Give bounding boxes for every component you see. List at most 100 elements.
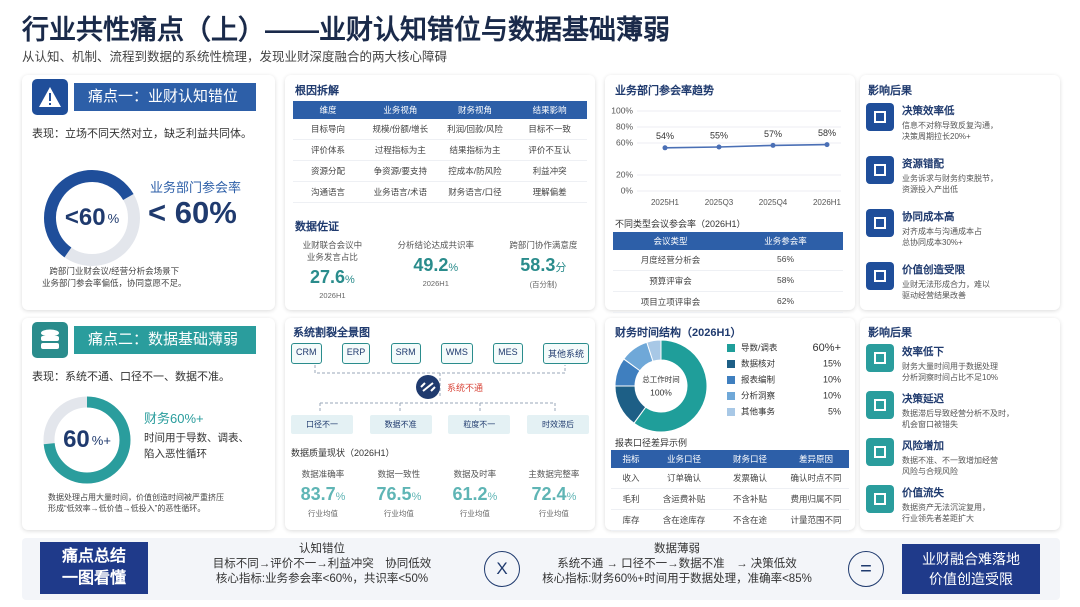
metric: 数据一致性 76.5% 行业均值 <box>377 468 422 519</box>
metric: 分析结论达成共识率 49.2% 2026H1 <box>397 239 474 300</box>
chain: 目标不同→评价不一→利益冲突 <box>212 558 374 570</box>
header-cell: 财务口径 <box>717 450 783 468</box>
donut-chart: 导数/调表 60%+ 数据核对 15% 报表编制 10% 分析洞察 10% 其他事务 5% 总工作时… <box>614 339 841 433</box>
value: 76.5 <box>376 484 412 504</box>
line-chart: 0% 20% 60% 80% 100% 2025H1 54% 2025Q3 55% 2025Q4 5… <box>611 105 842 207</box>
legend-swatch <box>727 392 735 400</box>
unit: % <box>345 274 355 286</box>
table-cell: 月度经营分析会 <box>613 250 728 271</box>
pain-note: 跨部门业财会议/经营分析会场景下 业务部门参会率偏低，协同意愿不足。 <box>42 266 187 288</box>
gauge-unit: %+ <box>91 432 111 448</box>
system-box: SRM <box>390 343 421 364</box>
gauge-unit: % <box>107 210 120 226</box>
summary-label: 痛点总结 一图看懂 <box>40 542 148 594</box>
impact-desc: 数据滞后导致经营分析不及时， 机会窗口被错失 <box>902 409 1014 429</box>
impact-title: 资源错配 <box>902 158 944 170</box>
table-cell: 业务语言/术语 <box>363 182 438 203</box>
chart-title: 业务部门参会率趋势 <box>615 85 714 97</box>
section-title: 数据佐证 <box>295 221 339 233</box>
value: 83.7 <box>300 484 336 504</box>
table-cell: 收入 <box>611 468 651 489</box>
impact-icon <box>866 485 894 513</box>
x-tick-label: 2026H1 <box>813 198 842 207</box>
value-label: 10% <box>823 374 841 384</box>
table-cell: 目标不一致 <box>512 119 587 140</box>
icon <box>874 352 886 364</box>
impact-desc: 数据不准、不一致增加经营 风险与合规风险 <box>902 456 998 476</box>
impact-desc: 财务大量时间用于数据处理 分析洞察时间占比不足10% <box>902 362 999 382</box>
table-cell: 控成本/防风险 <box>437 161 513 182</box>
system-box: WMS <box>440 343 473 364</box>
impact-item: 风险增加数据不准、不一致增加经营 风险与合规风险 <box>866 438 1056 477</box>
equals: = <box>848 551 884 587</box>
gauge-label: <60% <box>32 163 152 273</box>
metric-value: 27.6% <box>303 267 363 288</box>
table-title: 报表口径差异示例 <box>615 438 688 448</box>
unit: 分 <box>555 262 567 274</box>
legend-swatch <box>727 408 735 416</box>
legend-swatch <box>727 344 735 352</box>
section-title: 根因拆解 <box>295 85 339 97</box>
value-label: 15% <box>823 358 841 368</box>
section-title: 影响后果 <box>868 327 912 339</box>
table-cell: 利益冲突 <box>512 161 587 182</box>
value-label: 58% <box>818 128 836 138</box>
metric-note: (百分制) <box>529 280 558 289</box>
icon-shape <box>874 164 886 176</box>
header-cell: 业务参会率 <box>728 232 843 250</box>
icon-shape <box>874 352 886 364</box>
page-subtitle: 从认知、机制、流程到数据的系统性梳理，发现业财深度融合的两大核心障碍 <box>22 50 448 64</box>
unit: % <box>487 491 498 503</box>
impact-title: 风险增加 <box>902 440 944 452</box>
impact-title: 协同成本高 <box>902 211 955 223</box>
table: 指标 业务口径 财务口径 差异原因 收入 订单确认 发票确认 确认时点不同 毛利 含运费补贴 不含补… <box>611 450 849 531</box>
metric-label: 跨部门协作满意度 <box>509 240 578 250</box>
value: 72.4 <box>531 484 567 504</box>
unit: % <box>448 262 459 274</box>
icon <box>874 399 886 411</box>
value-label: 54% <box>656 131 674 141</box>
table-cell: 利润/回款/风险 <box>437 119 513 140</box>
chain: 系统不通 → 口径不一→数据不准 <box>557 558 725 570</box>
table-cell: 理解偏差 <box>512 182 587 203</box>
problem-box: 数据不准 <box>369 415 432 434</box>
value-label: 60%+ <box>813 342 841 354</box>
metric-value: < 60% <box>148 195 237 230</box>
impact-item: 资源错配 业务诉求与财务约束脱节， 资源投入产出低 <box>866 156 1056 195</box>
problem-list: 口径不一 数据不准 粒度不一 时效滞后 <box>291 415 589 434</box>
system-list: CRM ERP SRM WMS MES 其他系统 <box>291 343 589 364</box>
impact-title: 决策效率低 <box>902 105 955 117</box>
metric: 跨部门协作满意度 58.3分 (百分制) <box>509 239 577 300</box>
header-cell: 业务视角 <box>363 101 438 119</box>
legend-label: 导数/调表 <box>741 342 778 352</box>
icon-shape <box>874 446 886 458</box>
summary-metric: 核心指标:业务参会率<60%，共识率<50% <box>215 573 429 585</box>
table-cell: 预算评审会 <box>613 271 728 292</box>
pain-title: 痛点一：业财认知错位 <box>74 83 256 111</box>
value: 49.2 <box>413 255 449 275</box>
table-cell: 含运费补贴 <box>651 489 717 510</box>
header-cell: 差异原因 <box>783 450 849 468</box>
summary-chain: 系统不通 → 口径不一→数据不准 → 决策低效 <box>527 557 827 572</box>
legend-label: 报表编制 <box>741 374 775 384</box>
summary-metric: 核心指标:财务60%+时间用于数据处理，准确率<85% <box>542 573 812 585</box>
gauge-label: 60 %+ <box>32 390 142 490</box>
value-label: 5% <box>828 406 841 416</box>
value-label: 10% <box>823 390 841 400</box>
table-cell: 争资源/要支持 <box>363 161 438 182</box>
chart-title: 财务时间结构（2026H1） <box>615 327 742 339</box>
chain-tail: → 决策低效 <box>736 558 797 570</box>
table-cell: 目标导向 <box>293 119 363 140</box>
impact-title: 价值创造受限 <box>902 264 965 276</box>
impact-item: 协同成本高 对齐成本与沟通成本占 总协同成本30%+ <box>866 209 1056 248</box>
metric-value: 83.7% <box>301 484 346 505</box>
table-cell: 不含补贴 <box>717 489 783 510</box>
metric-note: 2026H1 <box>319 291 346 300</box>
time-panel: 财务时间结构（2026H1） 导数/调表 60%+ 数据核对 15% 报表编制 10% 分析… <box>605 318 855 531</box>
x-tick-label: 2025Q3 <box>705 198 734 207</box>
impact-title: 效率低下 <box>902 346 944 358</box>
icon <box>874 270 886 282</box>
pain-statement: 表现：系统不通、口径不一、数据不准。 <box>32 371 230 383</box>
icon <box>874 111 886 123</box>
